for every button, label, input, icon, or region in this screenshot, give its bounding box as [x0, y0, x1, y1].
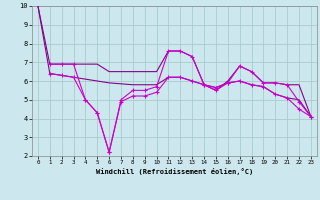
X-axis label: Windchill (Refroidissement éolien,°C): Windchill (Refroidissement éolien,°C)	[96, 168, 253, 175]
